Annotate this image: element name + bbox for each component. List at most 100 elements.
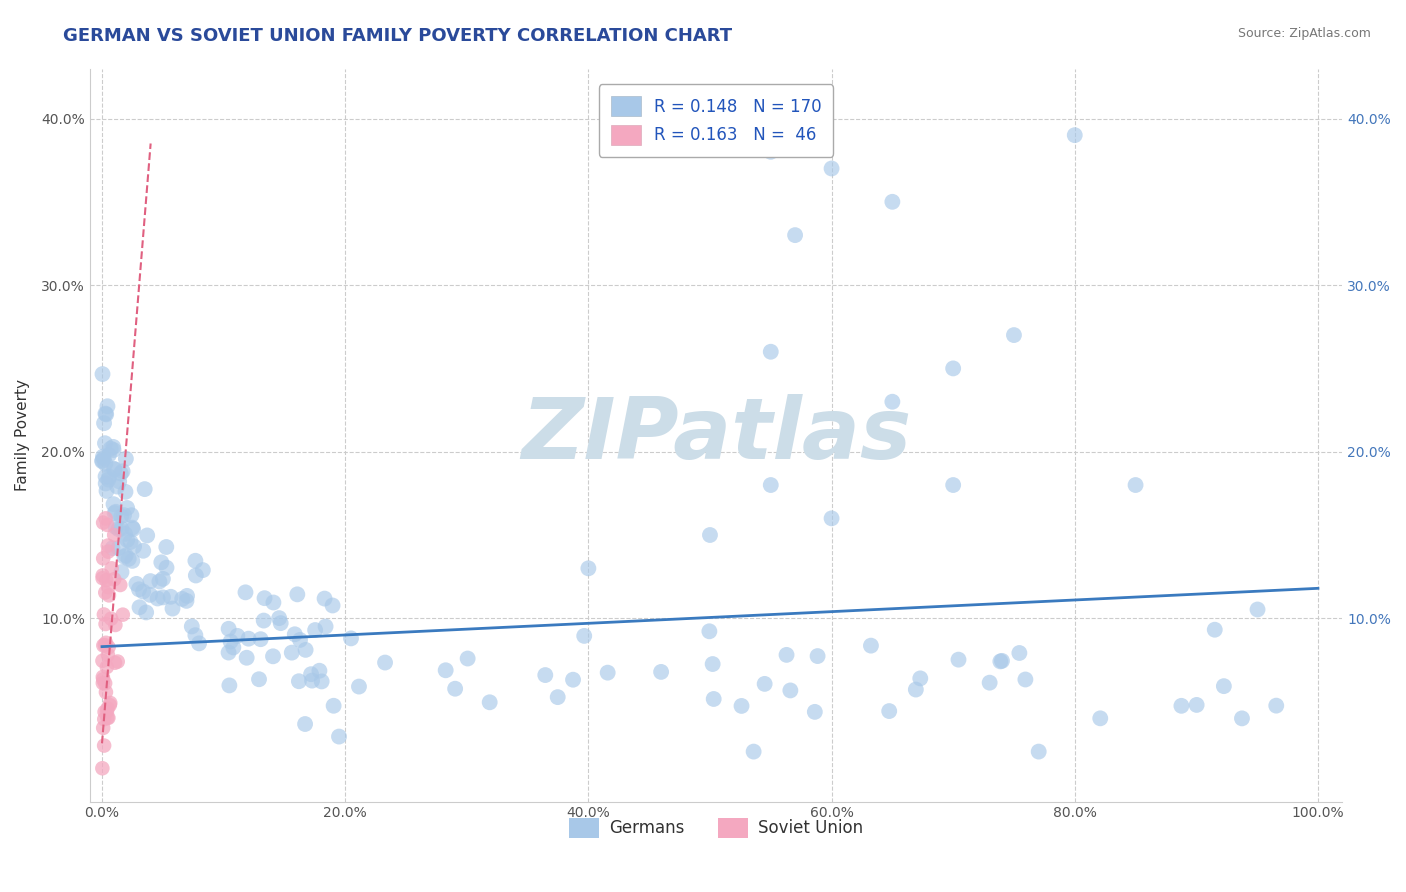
Point xyxy=(1002,328,1025,343)
Point xyxy=(91,516,114,530)
Point xyxy=(94,676,117,690)
Point xyxy=(1125,478,1147,492)
Point xyxy=(104,656,127,670)
Point xyxy=(93,416,115,430)
Point xyxy=(97,701,120,715)
Point xyxy=(146,591,169,606)
Point xyxy=(219,634,242,648)
Point xyxy=(96,573,118,587)
Point xyxy=(93,607,115,622)
Point xyxy=(94,638,117,652)
Point xyxy=(110,522,132,536)
Point xyxy=(759,145,782,159)
Point xyxy=(882,194,904,209)
Point xyxy=(134,482,156,496)
Point xyxy=(759,478,782,492)
Point xyxy=(97,648,120,662)
Point xyxy=(576,561,599,575)
Point xyxy=(1265,698,1288,713)
Point xyxy=(139,588,162,602)
Point xyxy=(97,544,120,558)
Point xyxy=(97,473,120,487)
Point xyxy=(340,632,363,646)
Point xyxy=(159,590,181,604)
Point xyxy=(96,705,118,719)
Point xyxy=(1230,711,1253,725)
Point xyxy=(94,636,117,650)
Point xyxy=(132,584,155,599)
Point xyxy=(91,453,114,467)
Point xyxy=(115,533,138,547)
Point xyxy=(108,475,131,489)
Point xyxy=(104,505,127,519)
Point xyxy=(820,161,842,176)
Point xyxy=(97,711,120,725)
Point xyxy=(1246,602,1268,616)
Point xyxy=(942,478,965,492)
Point xyxy=(111,607,134,622)
Point xyxy=(759,344,782,359)
Point xyxy=(294,717,316,731)
Point xyxy=(184,568,207,582)
Point xyxy=(311,674,333,689)
Point xyxy=(534,668,557,682)
Point xyxy=(1204,623,1226,637)
Point xyxy=(93,712,115,726)
Point xyxy=(94,511,117,525)
Point xyxy=(288,632,311,647)
Point xyxy=(128,600,150,615)
Point xyxy=(91,761,114,775)
Point xyxy=(94,617,117,632)
Point xyxy=(294,643,316,657)
Point xyxy=(218,678,240,692)
Point xyxy=(988,654,1011,668)
Point xyxy=(1063,128,1085,143)
Point xyxy=(270,616,292,631)
Point xyxy=(238,632,260,646)
Point xyxy=(103,443,125,458)
Point xyxy=(103,462,125,476)
Point xyxy=(100,442,122,456)
Point xyxy=(152,572,174,586)
Point xyxy=(107,522,129,536)
Point xyxy=(176,594,198,608)
Point xyxy=(148,574,170,589)
Point xyxy=(118,551,141,566)
Point xyxy=(783,228,806,243)
Point xyxy=(328,730,350,744)
Point xyxy=(299,667,322,681)
Point xyxy=(91,551,114,566)
Point xyxy=(94,476,117,491)
Point xyxy=(91,670,114,684)
Point xyxy=(114,549,136,564)
Point xyxy=(910,672,932,686)
Point xyxy=(91,450,114,464)
Point xyxy=(730,698,752,713)
Point xyxy=(98,469,121,483)
Point xyxy=(804,705,827,719)
Point xyxy=(104,520,127,534)
Point xyxy=(702,657,724,671)
Point xyxy=(125,577,148,591)
Point xyxy=(806,649,828,664)
Point xyxy=(110,578,132,592)
Point xyxy=(135,606,157,620)
Point xyxy=(121,554,143,568)
Point xyxy=(779,683,801,698)
Point xyxy=(285,587,308,601)
Point xyxy=(128,582,150,597)
Point xyxy=(547,690,569,705)
Point xyxy=(172,591,194,606)
Point xyxy=(904,682,927,697)
Point xyxy=(91,673,114,687)
Point xyxy=(1185,698,1208,712)
Point xyxy=(304,623,326,637)
Point xyxy=(115,451,138,466)
Point xyxy=(176,589,198,603)
Point xyxy=(222,640,245,655)
Point xyxy=(184,554,207,568)
Point xyxy=(742,745,765,759)
Point xyxy=(96,408,118,422)
Point xyxy=(1212,679,1234,693)
Point xyxy=(235,585,257,599)
